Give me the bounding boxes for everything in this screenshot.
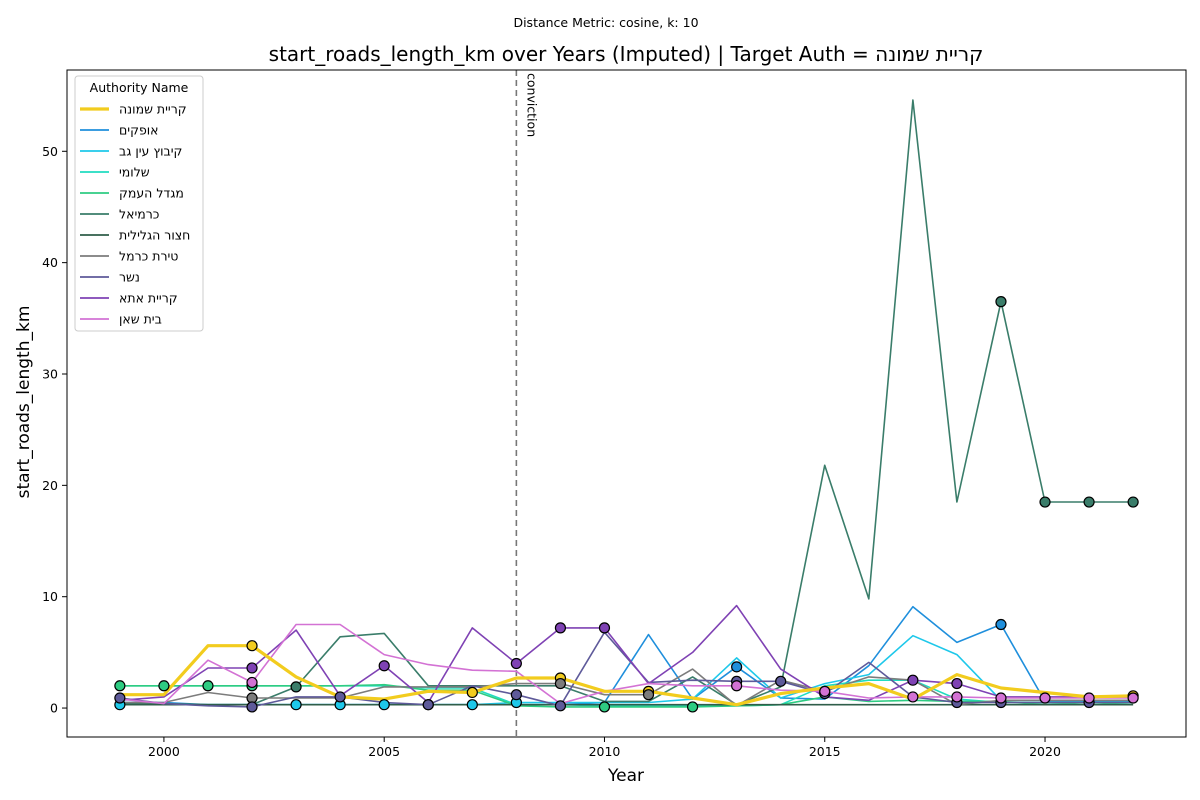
legend-entry: קיבוץ עין גב	[119, 144, 182, 159]
legend-entry: קריית אתא	[119, 291, 178, 306]
imputed-point	[554, 700, 567, 712]
imputed-point	[1039, 692, 1051, 704]
imputed-point	[290, 699, 302, 711]
imputed-point	[466, 686, 478, 699]
imputed-point	[1083, 496, 1095, 508]
series-line	[119, 623, 1134, 705]
imputed-point	[775, 675, 787, 687]
imputed-point	[378, 660, 390, 672]
legend-title: Authority Name	[90, 80, 189, 95]
imputed-point	[158, 680, 170, 692]
imputed-point	[642, 689, 655, 701]
y-axis-label: start_roads_length_km	[14, 306, 34, 499]
legend-entry: קריית שמונה	[119, 102, 187, 117]
chart-suptitle: Distance Metric: cosine, k: 10	[513, 15, 698, 30]
imputed-point	[1039, 496, 1051, 508]
imputed-point	[246, 701, 258, 713]
series-line	[119, 631, 1134, 708]
imputed-point	[1083, 692, 1095, 704]
legend-entry: בית שאן	[119, 312, 162, 327]
legend: Authority Name קריית שמונה אופקים קיבוץ עי…	[74, 75, 204, 332]
chart-title: start_roads_length_km over Years (Impute…	[269, 42, 984, 66]
imputed-point	[907, 691, 919, 703]
series-line	[119, 683, 1134, 708]
imputed-point	[378, 699, 390, 711]
legend-entry: כרמיאל	[119, 207, 159, 222]
y-tick-label: 50	[42, 144, 58, 159]
legend-box	[74, 75, 204, 332]
axes-frame	[66, 69, 1187, 738]
imputed-point	[510, 689, 522, 701]
legend-entry: אופקים	[119, 123, 159, 138]
x-axis-label: Year	[607, 766, 644, 786]
legend-entry: טירת כרמל	[119, 249, 178, 264]
x-tick-label: 2010	[589, 744, 621, 759]
x-tick-label: 2020	[1029, 744, 1061, 759]
y-tick-label: 20	[42, 478, 58, 493]
imputed-point	[1127, 496, 1139, 508]
y-tick-label: 40	[42, 255, 58, 270]
imputed-point	[995, 618, 1007, 631]
imputed-point	[114, 680, 126, 692]
y-tick-label: 0	[50, 701, 58, 716]
plot-area: 2000 2005 2010 2015 2020 0 10 20 30 40 50 convictio…	[42, 69, 1187, 759]
imputed-point	[951, 677, 963, 690]
series-line	[119, 644, 1134, 707]
imputed-point	[246, 662, 258, 674]
x-tick-label: 2000	[148, 744, 180, 759]
imputed-point	[114, 692, 126, 704]
legend-entry: חצור הגלילית	[119, 228, 190, 243]
imputed-point	[995, 692, 1007, 704]
imputed-point	[598, 701, 611, 713]
imputed-point	[290, 681, 302, 693]
imputed-point	[246, 640, 258, 652]
series-line	[119, 99, 1134, 706]
imputed-point	[1127, 692, 1139, 704]
imputed-point	[686, 701, 699, 713]
imputed-point	[246, 676, 258, 689]
imputed-point	[422, 699, 434, 711]
imputed-point	[202, 680, 214, 692]
imputed-point	[554, 677, 567, 690]
legend-entry: נשר	[119, 270, 140, 285]
imputed-point	[731, 680, 743, 692]
imputed-point	[951, 691, 963, 703]
y-tick-label: 10	[42, 589, 58, 604]
imputed-point	[995, 296, 1007, 308]
y-tick-label: 30	[42, 366, 58, 381]
imputed-point	[731, 661, 743, 673]
conviction-label: conviction	[524, 73, 539, 137]
imputed-point	[554, 622, 567, 634]
imputed-point	[819, 685, 831, 697]
x-tick-label: 2015	[809, 744, 841, 759]
imputed-point	[510, 657, 522, 670]
legend-entry: שלומי	[119, 165, 150, 180]
imputed-point	[466, 699, 478, 711]
imputed-point	[907, 674, 919, 686]
series-line	[119, 604, 1134, 704]
imputed-point	[334, 691, 346, 703]
legend-entry: מגדל העמק	[119, 186, 184, 201]
x-tick-label: 2005	[368, 744, 400, 759]
imputed-point	[598, 622, 611, 634]
